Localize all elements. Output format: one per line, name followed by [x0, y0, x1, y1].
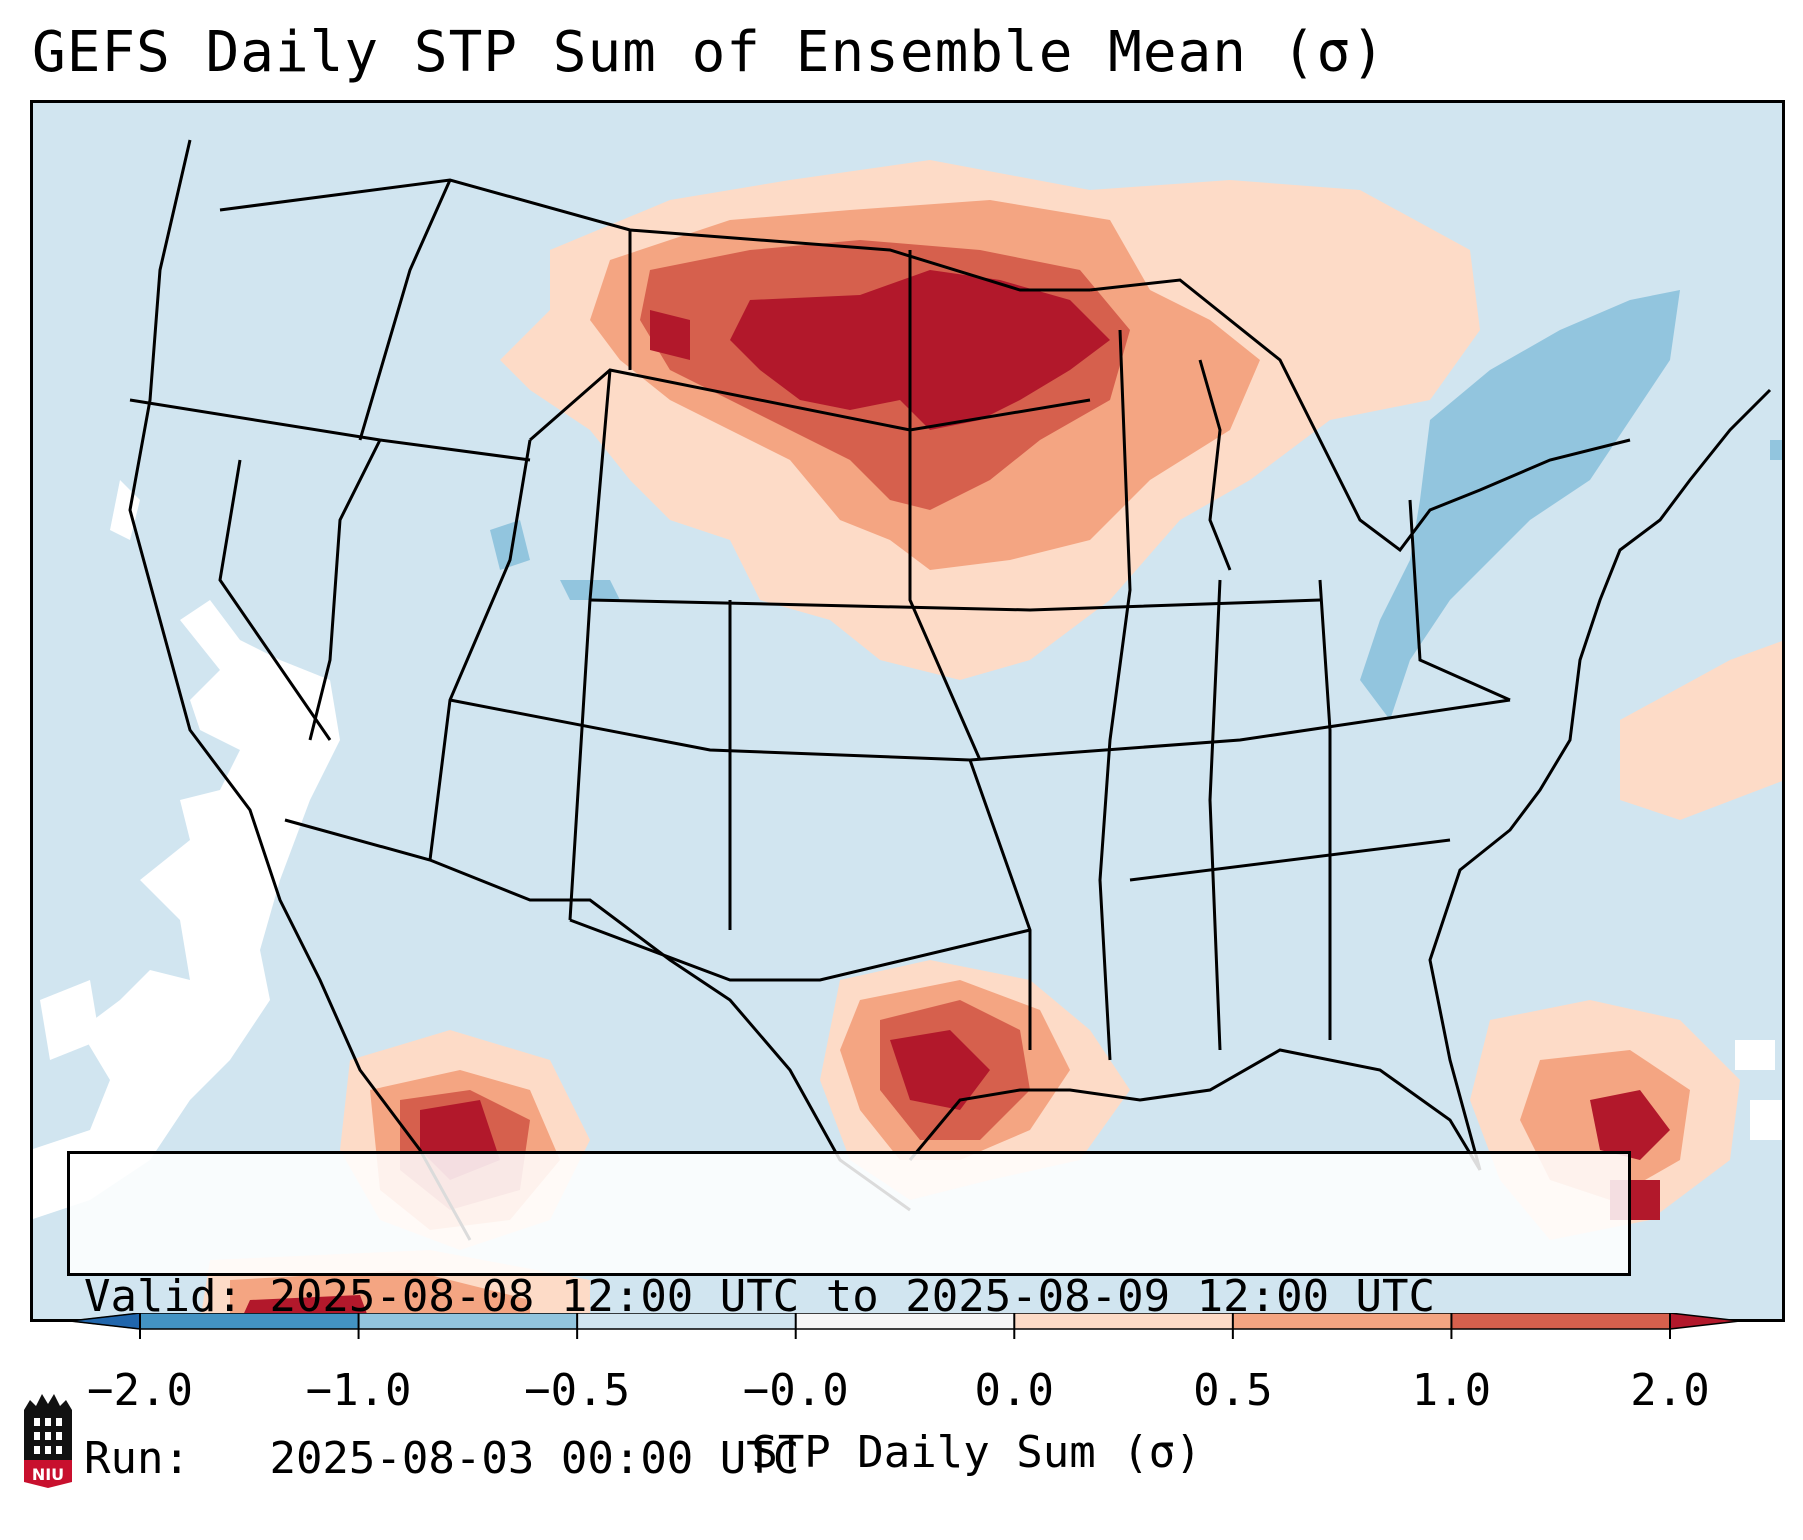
boundaries [128, 139, 1772, 1241]
colorbar-segment [140, 1313, 359, 1329]
anomaly-light-blue [490, 290, 1785, 720]
state-line-17 [1318, 579, 1332, 1040]
valid-run-info-box: Valid: 2025-08-08 12:00 UTC to 2025-08-0… [67, 1151, 1631, 1484]
map-title: GEFS Daily STP Sum of Ensemble Mean (σ) [32, 20, 1386, 85]
colorbar-label: STP Daily Sum (σ) [751, 1427, 1202, 1478]
mexico-border [284, 818, 911, 1212]
state-line-16 [1208, 579, 1222, 1051]
colorbar-extend-low [70, 1313, 141, 1330]
colorbar-tick-label: −0.0 [742, 1365, 849, 1416]
lake-michigan [1198, 359, 1232, 571]
state-line-6 [428, 439, 532, 861]
state-line-15 [1098, 329, 1132, 1061]
state-line-18 [1408, 499, 1511, 702]
state-line-3 [218, 459, 332, 741]
state-line-4 [358, 179, 452, 441]
coastline-west [128, 139, 472, 1241]
colorbar-segment [577, 1313, 796, 1329]
run-label: Run: [84, 1433, 190, 1484]
svg-text:NIU: NIU [32, 1465, 64, 1484]
canada-border [219, 178, 1090, 292]
colorbar-segment [1232, 1313, 1452, 1329]
colorbar-segments [70, 1313, 1740, 1339]
state-line-2 [308, 439, 382, 741]
east-coast [1428, 388, 1772, 1171]
colorbar-tick-label: 2.0 [1630, 1365, 1710, 1416]
colorbar-tick-label: −1.0 [305, 1365, 412, 1416]
colorbar-tick-label: 0.5 [1193, 1365, 1273, 1416]
state-line-5 [529, 368, 1091, 442]
run-row: Run: 2025-08-03 00:00 UTC [84, 1432, 1614, 1486]
state-line-11 [569, 918, 1031, 982]
colorbar-extend-high [1670, 1313, 1740, 1329]
state-line-9 [908, 250, 982, 761]
colorbar-segment [795, 1313, 1015, 1329]
stp-map [30, 100, 1785, 1322]
state-line-14 [968, 759, 1032, 1050]
gulf-coast [908, 1048, 1482, 1171]
colorbar-segment [1451, 1313, 1670, 1329]
colorbar-segment [1014, 1313, 1233, 1329]
state-line-19 [1129, 838, 1451, 882]
colorbar-tick-label: 1.0 [1411, 1365, 1492, 1416]
niu-logo: NIU [24, 1394, 72, 1488]
neutral-patches [30, 480, 1785, 1220]
run-value: 2025-08-03 00:00 UTC [269, 1433, 800, 1484]
great-lakes [1089, 278, 1631, 553]
colorbar-tick-label: 0.0 [974, 1365, 1055, 1416]
colorbar-tick-label: −0.5 [524, 1365, 631, 1416]
colorbar [70, 1313, 1740, 1339]
colorbar-tick-label: −2.0 [87, 1365, 193, 1416]
colorbar-segment [358, 1313, 578, 1329]
state-line-13 [589, 598, 1321, 612]
